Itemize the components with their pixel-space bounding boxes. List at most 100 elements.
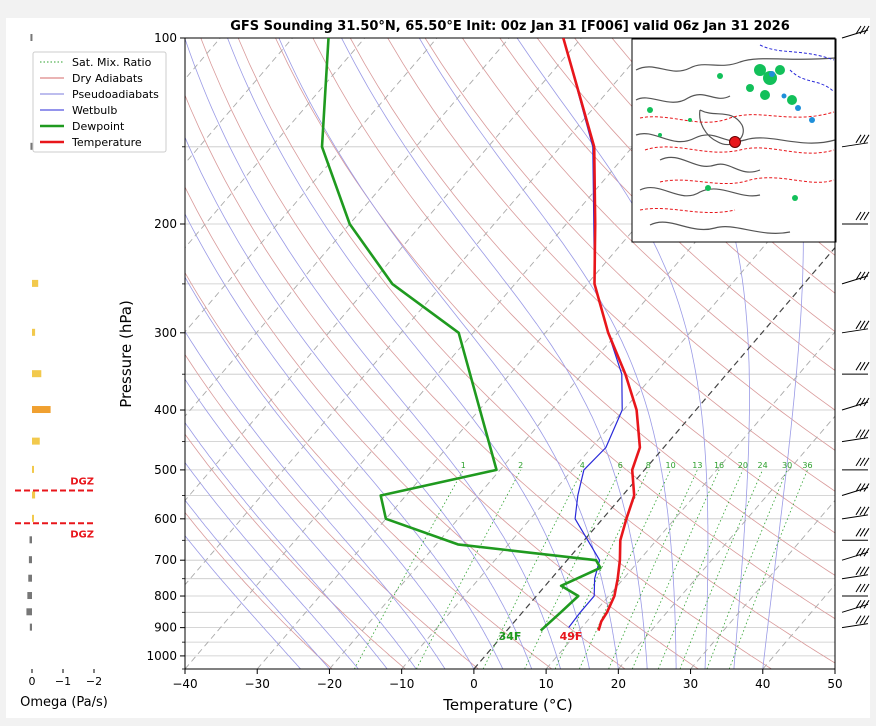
wind-barb-flag: [855, 429, 862, 438]
wind-barb-flag: [855, 600, 862, 609]
wind-barb-flag: [863, 397, 870, 407]
omega-tick-label: −2: [86, 675, 102, 688]
wind-barb-flag: [859, 506, 866, 516]
wind-barb-flag: [855, 583, 862, 593]
y-axis: 100 200 300 400 500 600 700 800 900 1000: [146, 31, 185, 670]
x-tick-label: −20: [317, 677, 342, 691]
wind-barb: [842, 583, 870, 597]
wind-barb-staff: [841, 603, 869, 613]
mixing-ratio-line: [354, 469, 464, 669]
pseudoadiabat: [762, 38, 804, 669]
mixing-ratio-label: 6: [618, 461, 623, 470]
y-tick-label: 200: [154, 217, 177, 231]
wind-barb-flag: [859, 25, 866, 35]
wind-barb: [841, 134, 870, 148]
wind-barb: [841, 506, 870, 520]
wind-barb: [841, 600, 870, 613]
dry-adiabat: [185, 433, 406, 669]
wind-barb-flag: [863, 483, 870, 492]
wind-barb-flag: [863, 271, 870, 281]
wind-barb-flag: [855, 397, 862, 407]
omega-bar: [32, 514, 34, 522]
omega-bar: [32, 370, 42, 378]
mixing-ratio-label: 36: [802, 461, 812, 470]
wind-barb: [841, 320, 870, 334]
map-dashed-contours: [639, 111, 835, 213]
legend-label: Pseudoadiabats: [72, 88, 159, 101]
legend-label: Dewpoint: [72, 120, 125, 133]
wind-barb-staff: [841, 574, 869, 580]
series-dewpoint-line: [320, 38, 602, 632]
wind-barb-flag: [855, 506, 862, 516]
legend-label: Wetbulb: [72, 104, 117, 117]
wind-barb-flag: [855, 566, 862, 575]
dry-adiabat: [185, 353, 479, 669]
y-tick-label: 700: [154, 553, 177, 567]
dry-adiabat: [462, 38, 835, 411]
wind-barb-flag: [863, 506, 870, 516]
map-blue-contours: [759, 44, 835, 93]
x-tick-label: 10: [538, 677, 553, 691]
y-axis-label: Pressure (hPa): [117, 300, 135, 408]
mixing-ratio-label: 16: [714, 461, 724, 470]
omega-panel: DGZ DGZ 0 −1 −2: [15, 34, 102, 688]
legend-label: Sat. Mix. Ratio: [72, 56, 152, 69]
wind-barb-flag: [855, 528, 862, 537]
y-tick-label: 600: [154, 512, 177, 526]
inset-map: [631, 38, 837, 243]
wind-barb-flag: [859, 600, 866, 609]
mixing-ratio-label: 2: [518, 461, 523, 470]
mixing-ratio-label: 30: [782, 461, 792, 470]
wind-barb-flag: [855, 211, 862, 221]
dry-adiabat: [200, 38, 772, 669]
dry-adiabat: [312, 38, 835, 576]
wind-barb: [842, 361, 870, 375]
pseudoadiabat: [185, 421, 388, 669]
dry-adiabat: [536, 38, 835, 333]
wind-barb-flag: [855, 25, 862, 35]
wind-barb-flag: [863, 566, 870, 575]
wind-barb-flag: [855, 271, 862, 281]
wind-barb-flag: [859, 134, 866, 144]
chart-title: GFS Sounding 31.50°N, 65.50°E Init: 00z …: [230, 19, 790, 34]
mixing-ratio-line: [657, 469, 744, 669]
isotherm-line: [545, 331, 835, 669]
profile-series: [320, 38, 642, 632]
wind-barb-flag: [859, 361, 866, 371]
y-tick-label: 100: [154, 31, 177, 45]
map-precip: [647, 64, 798, 201]
dry-adiabat: [499, 38, 835, 372]
wind-barb: [841, 25, 870, 39]
pseudoadiabat: [185, 499, 330, 669]
wind-barb: [841, 397, 870, 411]
pseudoadiabat: [185, 136, 533, 669]
omega-tick-label: −1: [55, 675, 71, 688]
mixing-ratio-line: [631, 469, 720, 669]
map-contours: [635, 57, 836, 234]
omega-bar: [32, 437, 40, 445]
y-tick-label: 900: [154, 621, 177, 635]
mixing-ratio-label: 8: [646, 461, 651, 470]
mixing-ratio-label: 20: [738, 461, 748, 470]
wind-barb: [841, 566, 870, 580]
omega-bar: [29, 623, 32, 631]
isotherm-line: [185, 38, 582, 502]
y-tick-label: 400: [154, 403, 177, 417]
wind-barb-flag: [859, 457, 866, 467]
omega-bar: [28, 574, 32, 582]
pseudoadiabat: [185, 276, 475, 669]
wind-barb-flag: [855, 547, 862, 557]
x-axis-label: Temperature (°C): [442, 696, 572, 714]
wind-barb-staff: [841, 551, 869, 561]
omega-axis-label: Omega (Pa/s): [20, 695, 108, 710]
omega-bar: [30, 34, 33, 41]
pseudoadiabat: [185, 330, 446, 669]
wind-barb-flag: [863, 211, 870, 221]
pseudoadiabat: [185, 378, 417, 669]
omega-bar: [29, 536, 32, 544]
wind-barb: [842, 211, 870, 225]
legend: Sat. Mix. Ratio Dry Adiabats Pseudoadiabat…: [32, 51, 167, 153]
wind-barb-flag: [859, 583, 866, 593]
surface-dewpoint-label: 34F: [499, 630, 522, 643]
wind-barb-staff: [841, 623, 869, 629]
